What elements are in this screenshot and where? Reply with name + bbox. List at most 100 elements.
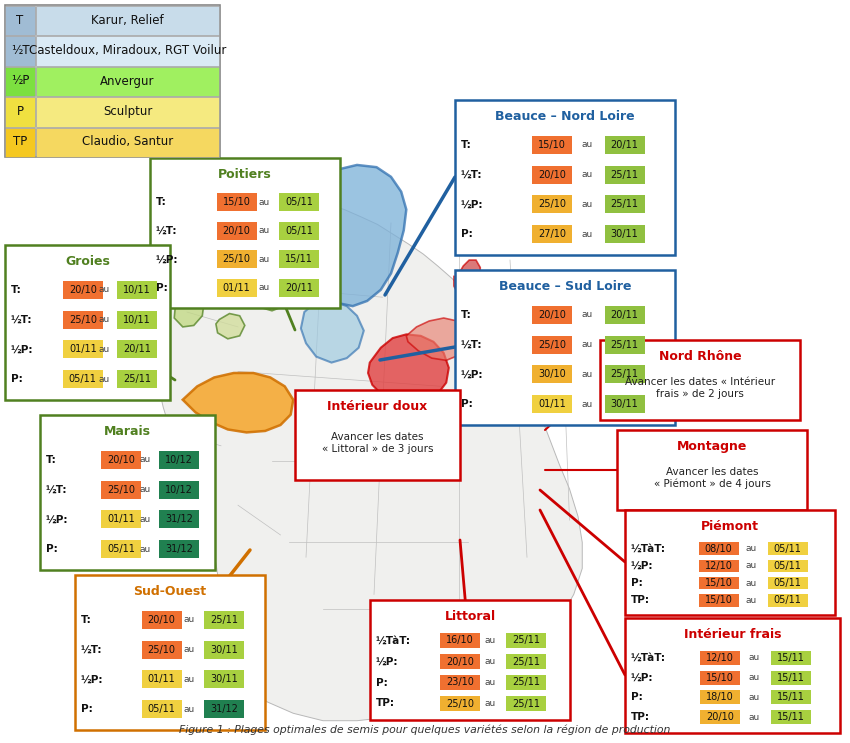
- Text: ½P:: ½P:: [11, 344, 33, 354]
- FancyBboxPatch shape: [5, 67, 35, 96]
- Text: T:: T:: [11, 285, 22, 295]
- Text: 05/11: 05/11: [774, 544, 802, 554]
- FancyBboxPatch shape: [36, 128, 219, 157]
- FancyBboxPatch shape: [63, 370, 103, 388]
- FancyBboxPatch shape: [40, 415, 215, 570]
- Text: T:: T:: [156, 197, 167, 207]
- FancyBboxPatch shape: [5, 97, 35, 126]
- Text: 20/10: 20/10: [538, 169, 566, 180]
- FancyBboxPatch shape: [771, 690, 811, 704]
- Text: T: T: [16, 13, 24, 27]
- Text: Littoral: Littoral: [445, 610, 496, 623]
- FancyBboxPatch shape: [771, 651, 811, 665]
- Text: 05/11: 05/11: [107, 544, 135, 554]
- Text: 30/11: 30/11: [210, 645, 238, 655]
- Text: 25/10: 25/10: [446, 698, 474, 709]
- Text: 25/11: 25/11: [210, 615, 238, 625]
- Text: 15/11: 15/11: [777, 712, 805, 722]
- FancyBboxPatch shape: [279, 250, 320, 268]
- Polygon shape: [299, 165, 406, 306]
- Text: 20/10: 20/10: [148, 615, 175, 625]
- Polygon shape: [201, 273, 236, 308]
- FancyBboxPatch shape: [5, 6, 35, 36]
- Text: 05/11: 05/11: [774, 595, 802, 606]
- FancyBboxPatch shape: [532, 366, 572, 383]
- FancyBboxPatch shape: [141, 640, 182, 658]
- Text: au: au: [745, 579, 756, 588]
- Text: 10/12: 10/12: [165, 484, 193, 495]
- FancyBboxPatch shape: [532, 336, 572, 354]
- FancyBboxPatch shape: [506, 633, 546, 648]
- FancyBboxPatch shape: [699, 559, 739, 572]
- Text: 15/11: 15/11: [777, 653, 805, 663]
- FancyBboxPatch shape: [771, 670, 811, 685]
- FancyBboxPatch shape: [5, 5, 220, 157]
- FancyBboxPatch shape: [36, 6, 219, 36]
- Text: 20/11: 20/11: [286, 283, 313, 293]
- Text: 31/12: 31/12: [165, 514, 193, 525]
- FancyBboxPatch shape: [625, 618, 840, 733]
- Text: ½P:: ½P:: [46, 514, 69, 525]
- Text: 25/10: 25/10: [538, 199, 566, 210]
- Text: ½TàT:: ½TàT:: [631, 653, 666, 663]
- Text: 01/11: 01/11: [538, 399, 566, 409]
- Text: au: au: [581, 200, 592, 209]
- Text: 08/10: 08/10: [705, 544, 733, 554]
- FancyBboxPatch shape: [217, 250, 257, 268]
- Text: ½P:: ½P:: [156, 254, 178, 265]
- Polygon shape: [216, 314, 245, 339]
- Text: P:: P:: [461, 229, 473, 239]
- Text: TP:: TP:: [631, 712, 650, 722]
- Text: au: au: [258, 283, 269, 292]
- Text: 20/11: 20/11: [610, 140, 638, 150]
- FancyBboxPatch shape: [771, 710, 811, 724]
- FancyBboxPatch shape: [604, 395, 644, 413]
- Text: au: au: [748, 713, 760, 721]
- Polygon shape: [301, 301, 364, 363]
- Text: au: au: [581, 340, 592, 349]
- Text: au: au: [484, 657, 496, 666]
- FancyBboxPatch shape: [604, 136, 644, 154]
- Text: P:: P:: [631, 578, 643, 588]
- Text: 30/10: 30/10: [538, 369, 566, 380]
- Text: 15/11: 15/11: [777, 692, 805, 702]
- Text: au: au: [258, 255, 269, 264]
- Text: Claudio, Santur: Claudio, Santur: [82, 135, 173, 149]
- FancyBboxPatch shape: [101, 481, 141, 499]
- Text: ½T:: ½T:: [461, 169, 483, 180]
- FancyBboxPatch shape: [101, 451, 141, 469]
- Text: au: au: [581, 400, 592, 409]
- FancyBboxPatch shape: [150, 158, 340, 308]
- Text: au: au: [748, 693, 760, 702]
- Polygon shape: [367, 403, 418, 467]
- Text: au: au: [139, 545, 150, 554]
- Text: 20/10: 20/10: [538, 310, 566, 320]
- Text: 25/11: 25/11: [610, 369, 638, 380]
- Text: Piémont: Piémont: [701, 520, 759, 533]
- FancyBboxPatch shape: [506, 675, 546, 690]
- Text: ½TàT:: ½TàT:: [376, 635, 411, 646]
- Text: 12/10: 12/10: [706, 653, 734, 663]
- Text: 25/10: 25/10: [223, 254, 251, 265]
- Text: 15/10: 15/10: [705, 578, 733, 588]
- Text: 25/11: 25/11: [610, 199, 638, 210]
- Text: 15/10: 15/10: [706, 672, 734, 683]
- FancyBboxPatch shape: [506, 654, 546, 669]
- Text: Intérieur frais: Intérieur frais: [683, 628, 781, 641]
- Text: 05/11: 05/11: [774, 561, 802, 571]
- Text: ½P:: ½P:: [631, 561, 654, 571]
- Text: 05/11: 05/11: [148, 704, 175, 714]
- Text: ½T:: ½T:: [81, 645, 103, 655]
- Text: 31/12: 31/12: [165, 544, 193, 554]
- FancyBboxPatch shape: [141, 700, 182, 718]
- Text: au: au: [748, 653, 760, 662]
- FancyBboxPatch shape: [75, 575, 265, 730]
- FancyBboxPatch shape: [532, 166, 572, 184]
- Polygon shape: [183, 373, 293, 432]
- Text: au: au: [184, 645, 195, 654]
- Text: au: au: [484, 636, 496, 645]
- Text: 20/10: 20/10: [223, 226, 251, 236]
- Text: Avancer les dates
« Piémont » de 4 jours: Avancer les dates « Piémont » de 4 jours: [654, 467, 770, 489]
- Text: 25/11: 25/11: [512, 635, 540, 646]
- Text: 25/10: 25/10: [148, 645, 175, 655]
